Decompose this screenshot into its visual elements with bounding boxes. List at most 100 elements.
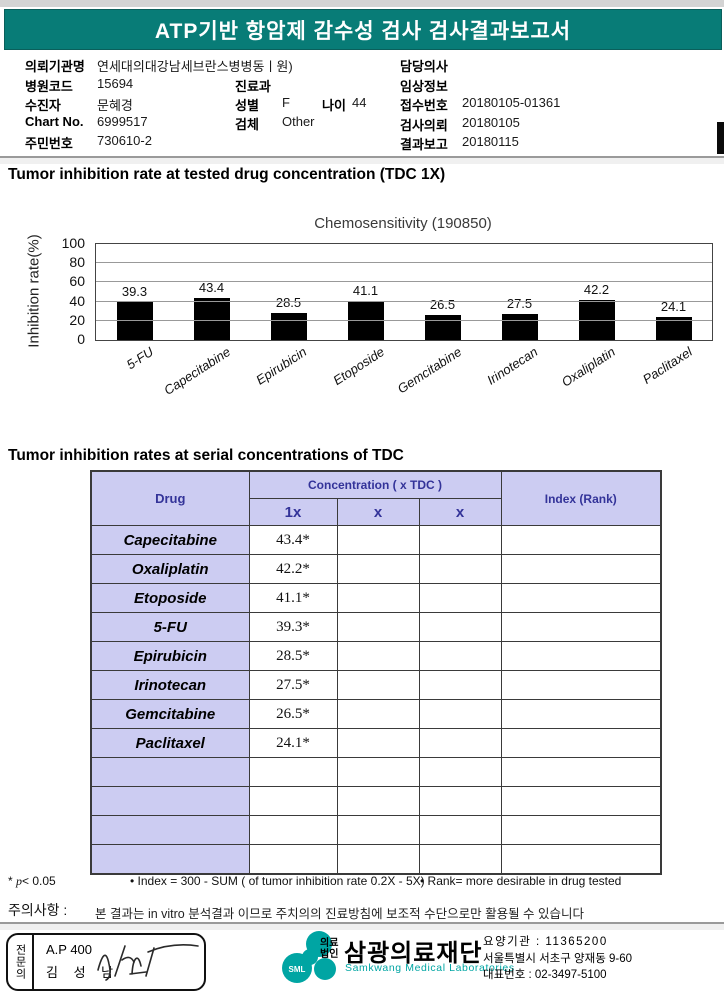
table-row: Paclitaxel 24.1* <box>90 728 662 758</box>
footer-divider <box>0 922 724 924</box>
chart-xlabels: 5-FU Capecitabine Epirubicin Etoposide Gemci… <box>95 342 711 430</box>
table-row: Irinotecan 27.5* <box>90 670 662 700</box>
chart-no-value: 6999517 <box>97 114 148 129</box>
caution-text: 본 결과는 in vitro 분석결과 이므로 주치의의 진료방침에 보조적 수… <box>95 907 585 921</box>
receipt-no-label: 접수번호 <box>400 98 448 113</box>
y-tick-label: 40 <box>69 292 85 309</box>
specimen-value: Other <box>282 114 315 129</box>
report-title-banner: ATP기반 항암제 감수성 검사 검사결과보고서 <box>4 9 722 50</box>
clinical-info-label: 임상정보 <box>400 79 448 94</box>
x-tick-label: Oxaliplatin <box>558 344 618 390</box>
index-cell <box>500 815 662 845</box>
corp-type-line2: 법인 <box>320 949 339 960</box>
corp-type-label: 의료 법인 <box>320 938 338 960</box>
resident-no-label: 주민번호 <box>25 136 73 151</box>
x-tick-label: 5-FU <box>123 344 156 373</box>
value-cell <box>248 844 338 875</box>
age-value: 44 <box>352 95 367 110</box>
gridline <box>96 300 712 302</box>
specialist-stamp-box: 전문의 A.P 400 김 성 남 <box>6 933 206 991</box>
x-label-slot: Etoposide <box>326 342 403 430</box>
footnote-rank: • Rank= more desirable in drug tested <box>420 874 622 888</box>
drug-cell: Capecitabine <box>90 525 250 555</box>
hospital-code-label: 병원코드 <box>25 79 73 94</box>
test-request-label: 검사의뢰 <box>400 118 448 133</box>
bar-value-label: 39.3 <box>121 284 148 300</box>
lab-contact-block: 요양기관 : 11365200 서울특별시 서초구 양재동 9-60 대표번호 … <box>483 934 632 984</box>
value-cell: 43.4* <box>248 525 338 555</box>
stamp-side-label: 전문의 <box>14 944 26 980</box>
patient-label: 수진자 <box>25 98 61 113</box>
drug-cell: 5-FU <box>90 612 250 642</box>
patient-value: 문혜경 <box>97 98 133 113</box>
bar-value-label: 24.1 <box>660 298 687 314</box>
bar-slot: 42.2 <box>558 244 635 340</box>
value-cell: 42.2* <box>248 554 338 584</box>
value-cell <box>336 699 420 729</box>
stamp-side-cell: 전문의 <box>8 935 34 989</box>
value-cell <box>418 786 502 816</box>
caution-label: 주의사항 : <box>8 902 68 918</box>
sml-logo-icon: SML <box>282 931 336 983</box>
contact-institution-no: 요양기관 : 11365200 <box>483 936 608 948</box>
section-divider <box>0 156 724 158</box>
x-label-slot: Capecitabine <box>161 342 249 430</box>
x-tick-label: Irinotecan <box>484 344 541 388</box>
bar <box>655 316 692 340</box>
bar-slot: 39.3 <box>96 244 173 340</box>
value-cell <box>418 815 502 845</box>
bar-slot: 27.5 <box>481 244 558 340</box>
value-cell: 28.5* <box>248 641 338 671</box>
x-tick-label: Capecitabine <box>160 344 233 398</box>
table-row: Etoposide 41.1* <box>90 583 662 613</box>
table-header-1x: 1x <box>248 498 338 526</box>
drug-cell <box>90 786 250 816</box>
chart-plot: 39.3 43.4 28.5 41.1 26.5 27.5 42.2 24.1 <box>95 243 713 341</box>
x-tick-label: Epirubicin <box>253 344 310 388</box>
signature-scribble <box>97 944 199 981</box>
drug-cell: Irinotecan <box>90 670 250 700</box>
table-row: 5-FU 39.3* <box>90 612 662 642</box>
bar-value-label: 41.1 <box>352 282 379 298</box>
table-row: Oxaliplatin 42.2* <box>90 554 662 584</box>
drug-cell <box>90 815 250 845</box>
test-request-value: 20180105 <box>462 115 520 130</box>
chart-y-axis-label: Inhibition rate(%) <box>25 234 43 348</box>
corp-type-line1: 의료 <box>320 938 339 949</box>
x-label-slot: 5-FU <box>95 342 172 430</box>
table-body: Capecitabine 43.4* Oxaliplatin 42.2* Etoposi… <box>90 525 662 875</box>
value-cell <box>336 554 420 584</box>
bar <box>501 313 538 340</box>
gridline <box>96 319 712 321</box>
bar-slot: 41.1 <box>327 244 404 340</box>
requesting-org-label: 의뢰기관명 <box>25 59 85 74</box>
value-cell <box>418 554 502 584</box>
x-label-slot: Irinotecan <box>480 342 557 430</box>
index-cell <box>500 641 662 671</box>
index-cell <box>500 728 662 758</box>
table-header-concentration: Concentration ( x TDC ) <box>248 470 502 499</box>
bar-value-label: 42.2 <box>583 281 610 297</box>
hospital-code-value: 15694 <box>97 76 134 91</box>
y-tick-label: 60 <box>69 273 85 290</box>
top-strip <box>0 0 724 7</box>
result-report-label: 결과보고 <box>400 137 448 152</box>
value-cell: 27.5* <box>248 670 338 700</box>
stamp-code: A.P 400 <box>46 942 93 957</box>
y-tick-label: 100 <box>61 235 85 251</box>
stamp-main-cell: A.P 400 김 성 남 <box>34 935 119 989</box>
value-cell <box>248 786 338 816</box>
chart-no-label: Chart No. <box>25 114 84 129</box>
value-cell <box>418 728 502 758</box>
bar-slot: 43.4 <box>173 244 250 340</box>
value-cell <box>418 525 502 555</box>
x-label-slot: Epirubicin <box>249 342 326 430</box>
report-title: ATP기반 항암제 감수성 검사 검사결과보고서 <box>154 19 572 43</box>
doctor-label: 담당의사 <box>400 59 448 74</box>
x-label-slot: Oxaliplatin <box>557 342 634 430</box>
value-cell <box>418 670 502 700</box>
table-row <box>90 757 662 787</box>
bar <box>424 314 461 340</box>
footnote-index: • Index = 300 - SUM ( of tumor inhibitio… <box>130 874 425 888</box>
table-section-title: Tumor inhibition rates at serial concent… <box>8 447 404 464</box>
